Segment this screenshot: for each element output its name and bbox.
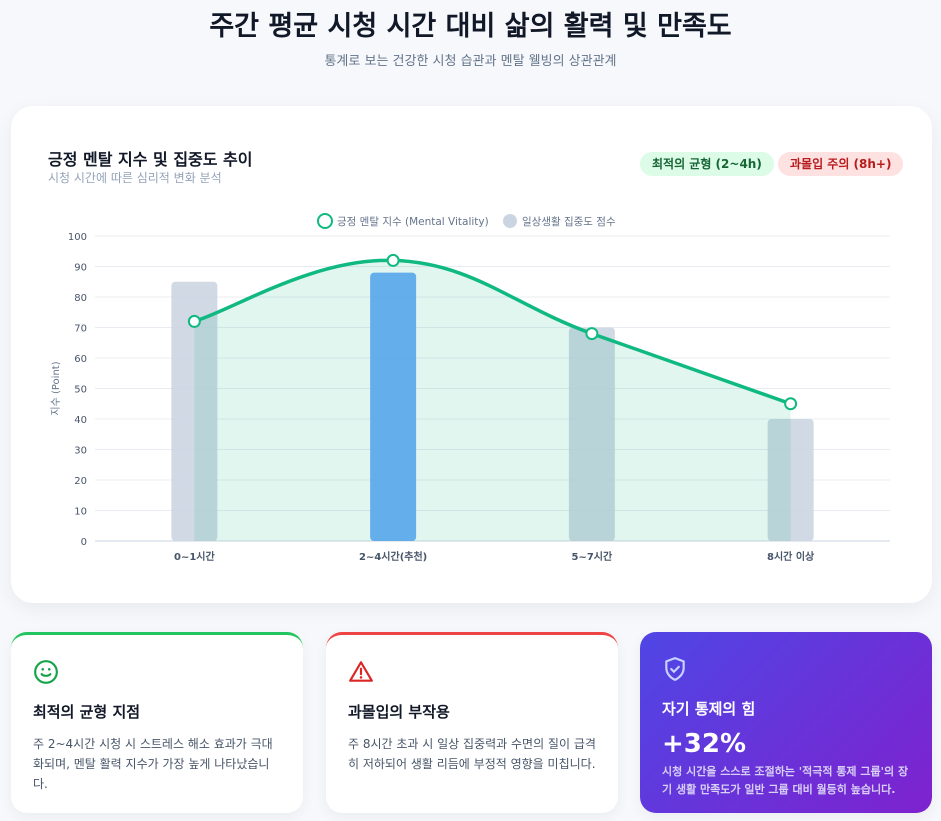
chart: 0 10 20 30 40 50 60 70 80 90 100 지수 (Point) 0~1시간 2~4… bbox=[50, 213, 890, 563]
line-area bbox=[194, 260, 791, 541]
legend-bar-swatch bbox=[503, 214, 517, 228]
insight-card-warning: 과몰입의 부작용 주 8시간 초과 시 일상 집중력과 수면의 질이 급격히 저… bbox=[326, 632, 618, 813]
x-tick-label: 8시간 이상 bbox=[767, 550, 815, 563]
bar bbox=[370, 272, 417, 541]
chart-title: 긍정 멘탈 지수 및 집중도 추이 bbox=[48, 150, 253, 169]
bar bbox=[568, 327, 615, 541]
y-tick-label: 100 bbox=[68, 232, 87, 243]
chart-subtitle: 시청 시간에 따른 심리적 변화 분석 bbox=[48, 171, 222, 185]
card-text: 주 8시간 초과 시 일상 집중력과 수면의 질이 급격히 저하되어 생활 리듬… bbox=[348, 737, 596, 771]
card-text: 주 2~4시간 시청 시 스트레스 해소 효과가 극대화되며, 멘탈 활력 지수… bbox=[33, 737, 273, 791]
stat-value: +32% bbox=[662, 729, 747, 759]
badge-optimal: 최적의 균형 (2~4h) bbox=[640, 152, 774, 176]
line-point bbox=[187, 314, 201, 328]
card-title: 자기 통제의 힘 bbox=[662, 700, 756, 718]
line-point bbox=[784, 397, 798, 411]
legend-line-label: 긍정 멘탈 지수 (Mental Vitality) bbox=[337, 215, 489, 228]
page-subtitle: 통계로 보는 건강한 시청 습관과 멘탈 웰빙의 상관관계 bbox=[324, 54, 617, 69]
y-tick-label: 70 bbox=[74, 324, 87, 335]
y-tick-label: 90 bbox=[74, 263, 87, 274]
line-point bbox=[386, 253, 400, 267]
page-title: 주간 평균 시청 시간 대비 삶의 활력 및 만족도 bbox=[209, 11, 732, 42]
badge-warning: 과몰입 주의 (8h+) bbox=[778, 152, 904, 176]
card-title: 최적의 균형 지점 bbox=[33, 703, 141, 721]
line-point bbox=[585, 327, 599, 341]
line-series bbox=[193, 258, 792, 406]
y-tick-label: 60 bbox=[74, 354, 87, 365]
legend-bar-label: 일상생활 집중도 점수 bbox=[522, 215, 616, 228]
insight-card-self-control: 자기 통제의 힘 +32% 시청 시간을 스스로 조절하는 '적극적 통제 그룹… bbox=[640, 632, 932, 813]
chart-card: 긍정 멘탈 지수 및 집중도 추이 시청 시간에 따른 심리적 변화 분석 최적… bbox=[11, 106, 932, 603]
bar bbox=[767, 419, 814, 541]
x-tick-label: 2~4시간(추천) bbox=[359, 550, 427, 563]
y-tick-label: 80 bbox=[74, 293, 87, 304]
bar bbox=[171, 281, 218, 541]
warning-icon bbox=[349, 661, 373, 682]
card-text: 시청 시간을 스스로 조절하는 '적극적 통제 그룹'의 장기 생활 만족도가 … bbox=[662, 765, 909, 796]
y-axis-label: 지수 (Point) bbox=[50, 361, 62, 415]
legend-line-swatch bbox=[317, 213, 333, 229]
y-tick-label: 40 bbox=[74, 415, 87, 426]
y-tick-label: 20 bbox=[74, 476, 87, 487]
shield-check-icon bbox=[665, 657, 685, 681]
y-tick-label: 0 bbox=[81, 537, 87, 548]
y-tick-label: 50 bbox=[74, 385, 87, 396]
insight-card-optimal: 최적의 균형 지점 주 2~4시간 시청 시 스트레스 해소 효과가 극대화되며… bbox=[11, 632, 303, 813]
y-tick-label: 30 bbox=[74, 446, 87, 457]
card-title: 과몰입의 부작용 bbox=[348, 703, 450, 721]
x-tick-label: 5~7시간 bbox=[572, 550, 613, 563]
x-tick-label: 0~1시간 bbox=[174, 550, 215, 563]
y-tick-label: 10 bbox=[74, 507, 87, 518]
smile-icon bbox=[34, 660, 58, 684]
